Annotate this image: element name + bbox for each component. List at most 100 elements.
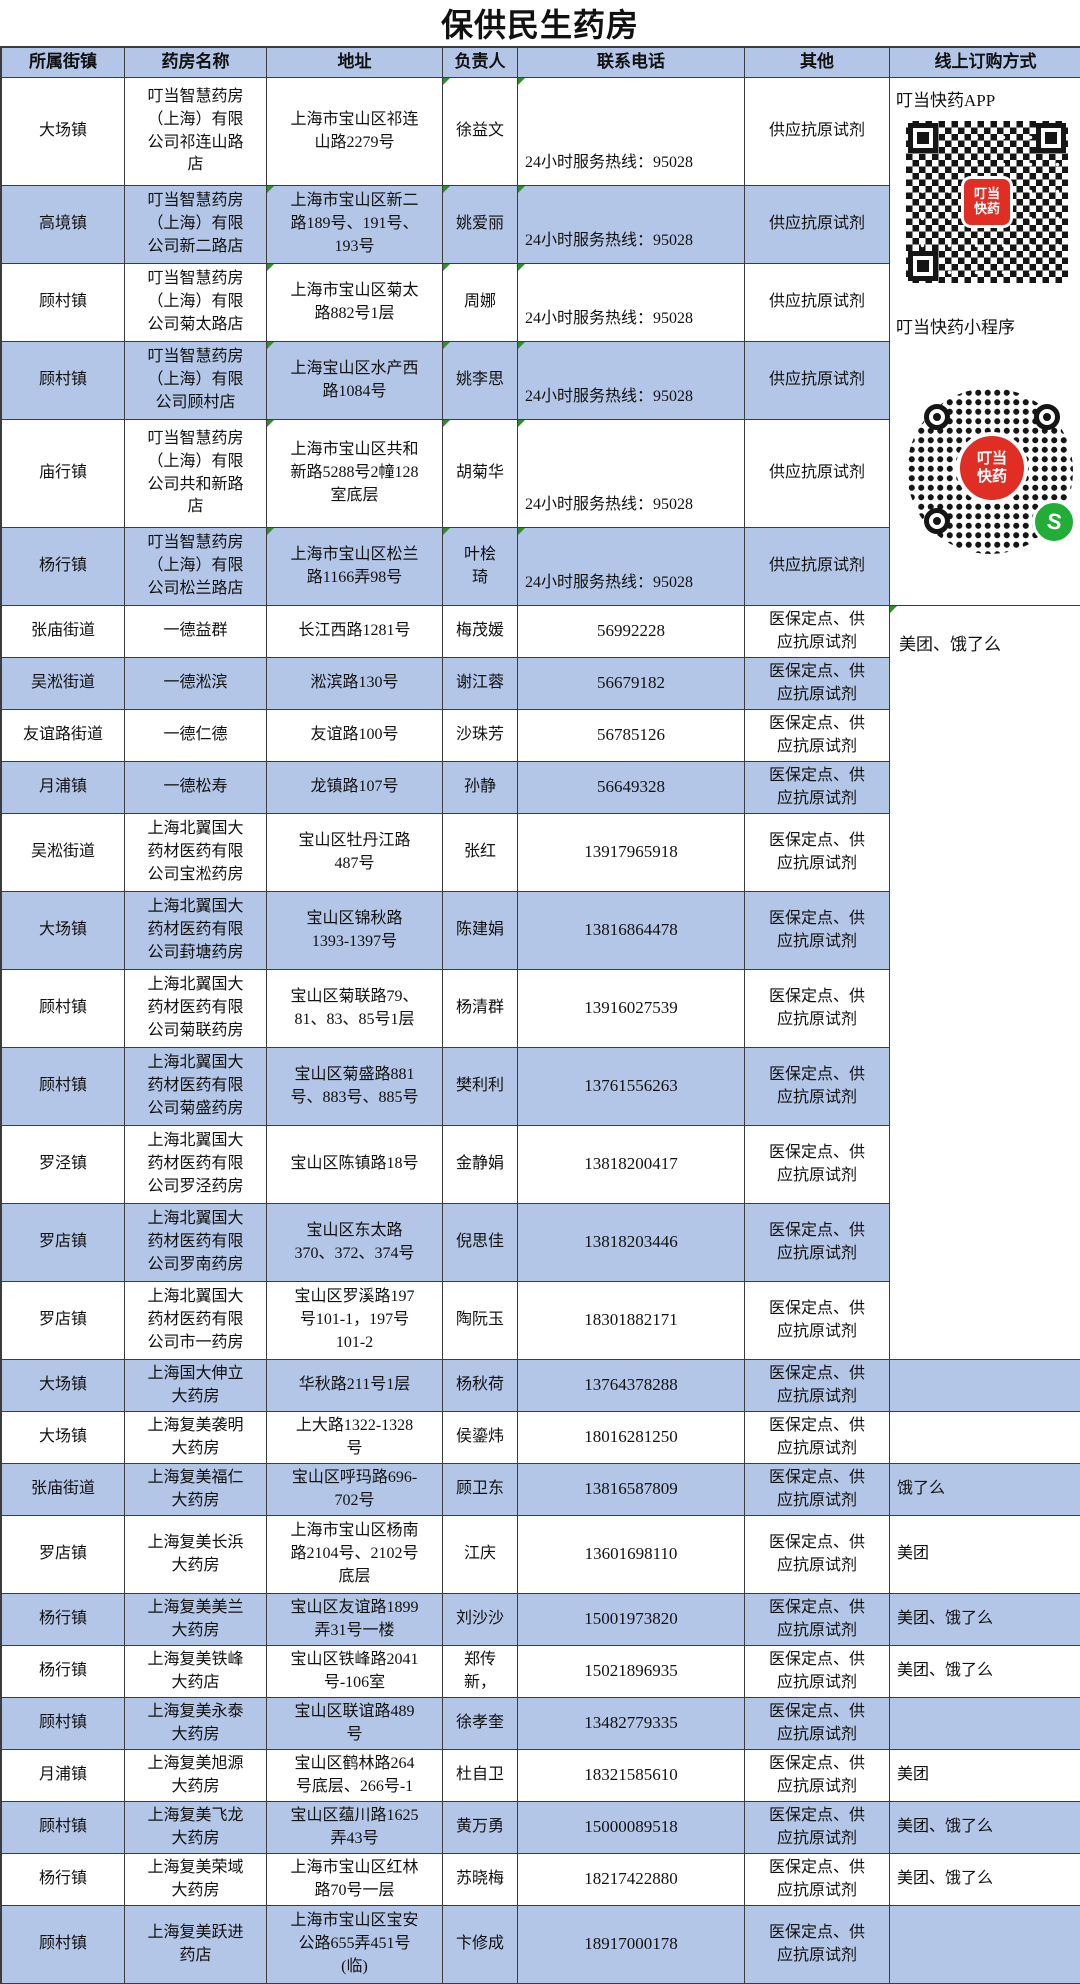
wechat-miniprogram-icon (1032, 500, 1076, 544)
cell-street: 月浦镇 (2, 762, 125, 814)
cell-address: 宝山区牡丹江路487号 (267, 814, 443, 892)
cell-other: 医保定点、供应抗原试剂 (745, 1464, 890, 1516)
cell-pharmacy-name: 上海北翼国大药材医药有限公司宝淞药房 (125, 814, 267, 892)
cell-street: 罗店镇 (2, 1516, 125, 1594)
cell-manager: 苏晓梅 (443, 1854, 518, 1906)
cell-online (890, 1698, 1080, 1750)
cell-other: 医保定点、供应抗原试剂 (745, 606, 890, 658)
error-flag-triangle (518, 264, 525, 271)
qr-finder-icon (1036, 123, 1066, 153)
cell-address: 上海市宝山区共和新路5288号2幢128室底层 (267, 420, 443, 528)
cell-street: 罗泾镇 (2, 1126, 125, 1204)
cell-address: 淞滨路130号 (267, 658, 443, 710)
cell-pharmacy-name: 叮当智慧药房（上海）有限公司顾村店 (125, 342, 267, 420)
error-flag-triangle (267, 342, 274, 349)
dingdang-miniprogram-label: 叮当快药小程序 (896, 318, 1015, 337)
cell-other: 医保定点、供应抗原试剂 (745, 1646, 890, 1698)
cell-address: 上海市宝山区松兰路1166弄98号 (267, 528, 443, 606)
cell-online (890, 1412, 1080, 1464)
cell-manager: 胡菊华 (443, 420, 518, 528)
cell-other: 医保定点、供应抗原试剂 (745, 1412, 890, 1464)
cell-online (890, 1906, 1080, 1984)
cell-manager: 江庆 (443, 1516, 518, 1594)
cell-street: 顾村镇 (2, 264, 125, 342)
cell-address: 上海市宝山区红林路70号一层 (267, 1854, 443, 1906)
header-cell-5: 联系电话 (518, 48, 745, 78)
cell-manager: 杜自卫 (443, 1750, 518, 1802)
cell-phone: 24小时服务热线：95028 (518, 264, 745, 342)
cell-address: 宝山区菊联路79、81、83、85号1层 (267, 970, 443, 1048)
cell-other: 供应抗原试剂 (745, 342, 890, 420)
error-flag-triangle (443, 420, 450, 427)
cell-other: 供应抗原试剂 (745, 186, 890, 264)
cell-other: 医保定点、供应抗原试剂 (745, 970, 890, 1048)
qr-finder-icon (924, 508, 950, 534)
cell-street: 大场镇 (2, 1360, 125, 1412)
qr-finder-icon (908, 123, 938, 153)
cell-phone: 24小时服务热线：95028 (518, 78, 745, 186)
cell-other: 医保定点、供应抗原试剂 (745, 1360, 890, 1412)
cell-pharmacy-name: 上海复美福仁大药房 (125, 1464, 267, 1516)
cell-manager: 梅茂媛 (443, 606, 518, 658)
cell-pharmacy-name: 上海复美长浜大药房 (125, 1516, 267, 1594)
cell-manager: 陈建娟 (443, 892, 518, 970)
cell-other: 医保定点、供应抗原试剂 (745, 1906, 890, 1984)
cell-manager: 卞修成 (443, 1906, 518, 1984)
cell-other: 医保定点、供应抗原试剂 (745, 1048, 890, 1126)
cell-phone: 24小时服务热线：95028 (518, 528, 745, 606)
cell-address: 宝山区罗溪路197号101-1，197号101-2 (267, 1282, 443, 1360)
cell-street: 吴淞街道 (2, 814, 125, 892)
cell-street: 杨行镇 (2, 1646, 125, 1698)
header-cell-2: 药房名称 (125, 48, 267, 78)
header-cell-1: 所属街镇 (2, 48, 125, 78)
qr-finder-icon (924, 404, 950, 430)
cell-phone: 56992228 (518, 606, 745, 658)
cell-phone: 13761556263 (518, 1048, 745, 1126)
cell-pharmacy-name: 叮当智慧药房（上海）有限公司共和新路店 (125, 420, 267, 528)
cell-other: 供应抗原试剂 (745, 264, 890, 342)
cell-pharmacy-name: 上海复美旭源大药房 (125, 1750, 267, 1802)
cell-pharmacy-name: 叮当智慧药房（上海）有限公司菊太路店 (125, 264, 267, 342)
cell-pharmacy-name: 上海复美铁峰大药店 (125, 1646, 267, 1698)
cell-phone: 13816587809 (518, 1464, 745, 1516)
cell-online: 饿了么 (890, 1464, 1080, 1516)
cell-manager: 叶桧 琦 (443, 528, 518, 606)
cell-phone: 18301882171 (518, 1282, 745, 1360)
cell-street: 杨行镇 (2, 1854, 125, 1906)
cell-street: 罗店镇 (2, 1204, 125, 1282)
error-flag-triangle (443, 528, 450, 535)
cell-pharmacy-name: 上海复美跃进药店 (125, 1906, 267, 1984)
error-flag-triangle (518, 78, 525, 85)
cell-address: 宝山区友谊路1899弄31号一楼 (267, 1594, 443, 1646)
error-flag-triangle (890, 606, 897, 613)
cell-pharmacy-name: 上海复美永泰大药房 (125, 1698, 267, 1750)
pharmacy-table: 所属街镇 药房名称 地址 负责人 联系电话 其他 线上订购方式 大场镇 叮当智慧药房（上海）有限… (0, 46, 1080, 1984)
cell-phone: 18217422880 (518, 1854, 745, 1906)
cell-phone: 24小时服务热线：95028 (518, 420, 745, 528)
cell-manager: 徐益文 (443, 78, 518, 186)
header-cell-7: 线上订购方式 (890, 48, 1080, 78)
cell-manager: 姚李思 (443, 342, 518, 420)
cell-manager: 倪思佳 (443, 1204, 518, 1282)
cell-pharmacy-name: 一德益群 (125, 606, 267, 658)
dingdang-logo-text: 快药 (976, 467, 1007, 485)
cell-phone: 56785126 (518, 710, 745, 762)
dingdang-logo-text: 快药 (973, 201, 1000, 216)
cell-pharmacy-name: 一德松寿 (125, 762, 267, 814)
dingdang-miniprogram-qrcode: 叮当 快药 (902, 386, 1080, 556)
cell-address: 宝山区呼玛路696-702号 (267, 1464, 443, 1516)
cell-street: 高境镇 (2, 186, 125, 264)
cell-manager: 周娜 (443, 264, 518, 342)
error-flag-triangle (443, 186, 450, 193)
cell-phone: 56679182 (518, 658, 745, 710)
error-flag-triangle (267, 420, 274, 427)
cell-phone: 13818203446 (518, 1204, 745, 1282)
cell-other: 医保定点、供应抗原试剂 (745, 1126, 890, 1204)
cell-street: 顾村镇 (2, 342, 125, 420)
cell-manager: 徐孝奎 (443, 1698, 518, 1750)
cell-street: 顾村镇 (2, 1048, 125, 1126)
cell-online: 美团、饿了么 (890, 1802, 1080, 1854)
cell-address: 上海宝山区水产西路1084号 (267, 342, 443, 420)
cell-manager: 沙珠芳 (443, 710, 518, 762)
